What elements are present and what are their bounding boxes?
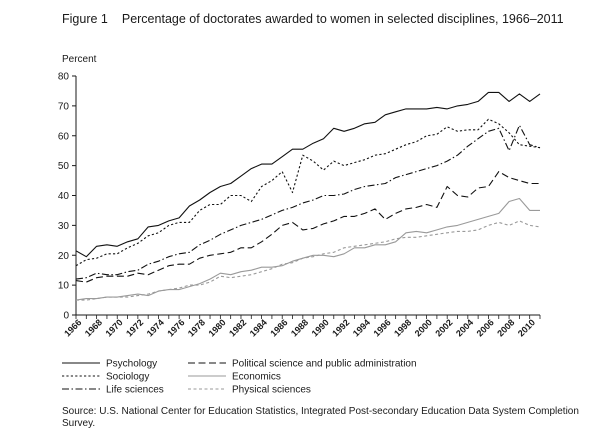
y-tick-label: 80 — [58, 72, 70, 83]
x-tick-label: 1974 — [145, 317, 166, 338]
y-axis-title: Percent — [62, 54, 97, 65]
x-tick-label: 1992 — [330, 317, 351, 338]
series-line-sociology — [75, 118, 541, 267]
legend-label-political-science-and-public-administration: Political science and public administrat… — [232, 359, 417, 370]
x-tick-label: 1980 — [207, 317, 228, 338]
legend-label-psychology: Psychology — [106, 359, 157, 370]
x-tick-label: 2002 — [433, 317, 454, 338]
y-tick-label: 10 — [58, 281, 70, 292]
source-note: Source: U.S. National Center for Educati… — [62, 406, 579, 429]
series-line-political-science-and-public-administration — [75, 171, 540, 283]
x-tick-label: 1998 — [392, 317, 413, 338]
series-layer — [75, 91, 541, 301]
x-tick-label: 1972 — [124, 317, 145, 338]
x-tick-label: 1968 — [83, 317, 104, 338]
y-tick-label: 60 — [58, 131, 70, 142]
x-tick-label: 1990 — [310, 317, 331, 338]
x-tick-label: 1988 — [289, 317, 310, 338]
y-tick-label: 30 — [58, 221, 70, 232]
x-tick-label: 2006 — [475, 317, 496, 338]
x-tick-label: 2010 — [516, 317, 537, 338]
series-line-economics — [75, 197, 540, 301]
figure-title-text: Percentage of doctorates awarded to wome… — [121, 12, 564, 26]
x-tick-label: 2000 — [413, 317, 434, 338]
series-line-physical-sciences — [76, 220, 541, 301]
figure-title: Figure 1 Percentage of doctorates awarded… — [62, 12, 564, 26]
y-tick-label: 20 — [58, 251, 70, 262]
x-tick-label: 1984 — [248, 317, 269, 338]
y-tick-label: 40 — [58, 191, 70, 202]
x-tick-label: 1994 — [351, 317, 372, 338]
legend-label-sociology: Sociology — [106, 372, 149, 383]
figure-label: Figure 1 — [62, 12, 108, 26]
legend-label-life-sciences: Life sciences — [106, 385, 164, 396]
x-tick-label: 2008 — [495, 317, 516, 338]
x-tick-label: 1996 — [372, 317, 393, 338]
x-tick-label: 1982 — [227, 317, 248, 338]
legend-label-economics: Economics — [232, 372, 281, 383]
x-tick-label: 1986 — [268, 317, 289, 338]
x-tick-label: 1978 — [186, 317, 207, 338]
x-tick-label: 1976 — [165, 317, 186, 338]
y-tick-label: 0 — [63, 311, 69, 322]
legend-label-physical-sciences: Physical sciences — [232, 385, 311, 396]
series-line-life-sciences — [75, 124, 541, 280]
chart-legend: Psychology Political science and public a… — [62, 359, 417, 396]
series-line-psychology — [75, 91, 541, 258]
x-tick-label: 1970 — [103, 317, 124, 338]
x-tick-label: 2004 — [454, 317, 475, 338]
y-tick-label: 70 — [58, 101, 70, 112]
y-tick-label: 50 — [58, 161, 70, 172]
